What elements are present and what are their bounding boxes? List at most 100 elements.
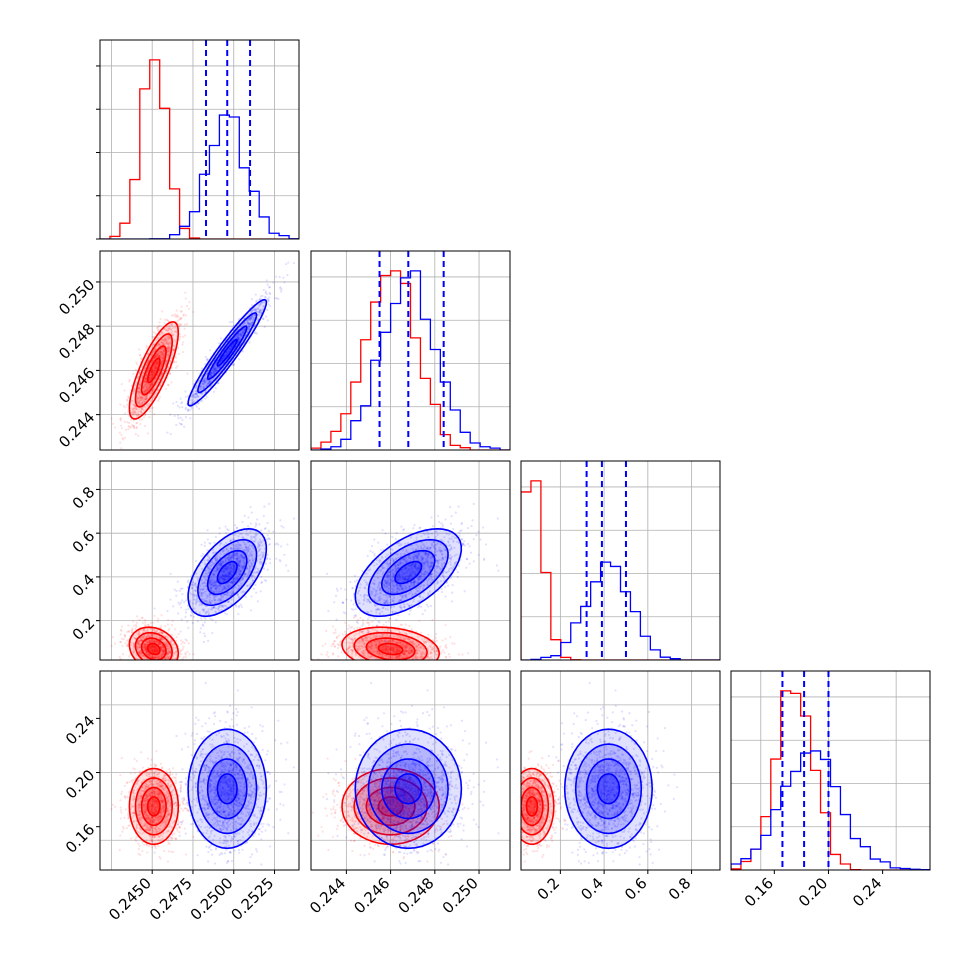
scatter-point (161, 663, 163, 665)
scatter-point (160, 614, 163, 617)
scatter-point (119, 665, 121, 667)
scatter-point (134, 627, 137, 630)
scatter-point (172, 348, 175, 351)
scatter-point (248, 324, 251, 328)
scatter-point (227, 351, 230, 354)
scatter-point (144, 397, 147, 401)
scatter-point (246, 331, 249, 334)
scatter-point (237, 335, 240, 338)
scatter-point (132, 424, 135, 427)
scatter-point (203, 380, 206, 383)
scatter-point (278, 275, 281, 279)
scatter-point (203, 541, 207, 544)
scatter-point (200, 617, 203, 620)
scatter-point (169, 413, 172, 416)
scatter-point (182, 655, 185, 659)
scatter-point (146, 352, 150, 356)
scatter-point (195, 393, 198, 396)
scatter-point (157, 355, 160, 358)
scatter-point (183, 601, 186, 604)
scatter-point (119, 417, 122, 421)
scatter-point (153, 357, 156, 360)
scatter-point (144, 623, 147, 626)
scatter-point (145, 389, 148, 392)
scatter-point (246, 319, 249, 322)
scatter-point (144, 663, 146, 665)
scatter-point (113, 642, 117, 645)
scatter-point (259, 295, 262, 298)
panel-frame (99, 39, 300, 240)
scatter-point (160, 332, 163, 335)
scatter-point (146, 662, 148, 664)
scatter-point (123, 412, 127, 415)
scatter-point (202, 387, 205, 390)
scatter-point (138, 371, 141, 374)
scatter-point (145, 389, 148, 392)
scatter-point (133, 386, 136, 389)
scatter-point (126, 399, 129, 402)
scatter-point (173, 330, 177, 333)
scatter-point (152, 396, 155, 399)
scatter-point (167, 652, 170, 655)
scatter-point (135, 631, 138, 635)
scatter-point (210, 374, 213, 377)
scatter-point (167, 348, 170, 351)
scatter-point (157, 667, 159, 669)
scatter-point (132, 391, 135, 394)
scatter-point (244, 333, 248, 337)
scatter-point (163, 339, 166, 342)
scatter-point (192, 653, 195, 656)
scatter-point (157, 360, 160, 364)
scatter-point (250, 298, 254, 301)
scatter-point (158, 370, 161, 373)
scatter-point (247, 322, 250, 325)
scatter-point (225, 351, 229, 354)
scatter-point (154, 365, 157, 368)
scatter-point (167, 656, 170, 660)
scatter-point (152, 662, 154, 664)
scatter-point (165, 645, 169, 648)
scatter-point (137, 386, 140, 390)
scatter-point (137, 413, 140, 416)
scatter-point (224, 531, 228, 535)
scatter-point (253, 324, 256, 327)
scatter-point (156, 374, 159, 377)
scatter-point (159, 667, 161, 669)
scatter-point (154, 357, 157, 360)
scatter-point (174, 663, 176, 665)
scatter-point (268, 286, 271, 289)
scatter-point (227, 350, 230, 353)
scatter-point (208, 381, 211, 384)
scatter-point (148, 387, 151, 390)
histogram-series-0 (100, 59, 299, 239)
scatter-point (182, 314, 185, 317)
scatter-point (173, 588, 176, 591)
scatter-point (158, 668, 160, 670)
scatter-point (164, 339, 167, 342)
scatter-point (155, 363, 159, 366)
contour-series-1 (216, 338, 238, 367)
scatter-point (168, 663, 170, 665)
scatter-point (209, 381, 212, 384)
scatter-point (237, 340, 240, 343)
scatter-point (181, 640, 185, 643)
scatter-point (154, 377, 157, 380)
scatter-point (150, 384, 153, 387)
scatter-point (134, 405, 137, 408)
scatter-point (175, 636, 178, 639)
scatter-point (134, 634, 138, 637)
scatter-point (215, 367, 218, 370)
scatter-point (149, 662, 151, 664)
scatter-point (133, 411, 136, 414)
scatter-point (143, 661, 145, 663)
scatter-point (256, 518, 259, 521)
scatter-point (266, 297, 269, 301)
scatter-point (250, 304, 253, 307)
scatter-point (151, 646, 154, 649)
scatter-point (155, 339, 158, 342)
scatter-point (125, 403, 129, 406)
scatter-point (146, 643, 149, 646)
scatter-point (148, 378, 151, 381)
scatter-point (252, 318, 255, 321)
scatter-point (145, 382, 148, 386)
